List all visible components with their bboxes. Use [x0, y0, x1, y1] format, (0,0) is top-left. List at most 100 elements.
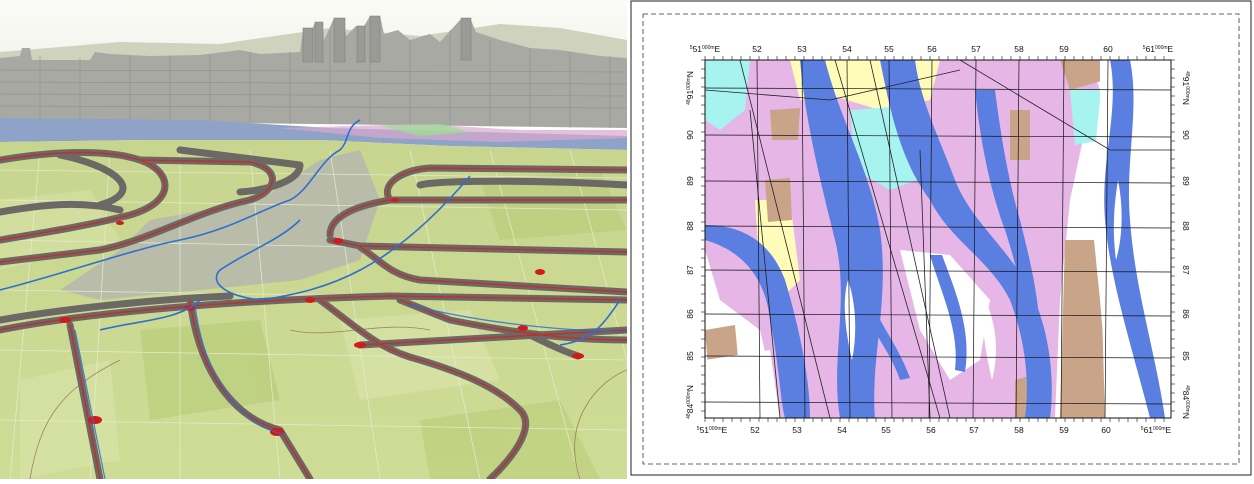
easting-label-top: 57: [971, 44, 981, 54]
grid-line-northing: [705, 87, 1171, 91]
easting-prefix: 5: [690, 45, 693, 51]
road-lines: [705, 60, 1171, 418]
easting-label-bottom: 52: [750, 425, 760, 435]
easting-prefix: 5: [1141, 426, 1144, 432]
utm-grid: [705, 60, 1171, 418]
dashed-neatline: [642, 13, 1240, 465]
grid-line-northing: [705, 401, 1171, 405]
northing-label-right: 88: [1181, 221, 1191, 231]
northing-label-left-first: 4884000mN: [685, 385, 695, 419]
easting-suffix: E: [1168, 44, 1174, 54]
easting-label-bottom-first: 551000mE: [697, 425, 728, 435]
easting-label-bottom: 55: [881, 425, 891, 435]
far-shore-green: [380, 124, 470, 136]
easting-superscript: 000m: [702, 45, 715, 51]
easting-label-bottom: 60: [1101, 425, 1111, 435]
easting-superscript: 000m: [709, 426, 722, 432]
grid-line-easting: [846, 60, 851, 418]
northing-prefix: 48: [1184, 71, 1190, 77]
industrial-area: [1060, 60, 1105, 90]
northing-prefix: 48: [686, 413, 692, 419]
grid-line-easting: [888, 60, 893, 418]
grid-line-northing: [705, 225, 1171, 229]
northing-superscript: 000m: [1184, 86, 1190, 99]
easting-suffix: E: [1166, 425, 1172, 435]
easting-label-bottom: 56: [926, 425, 936, 435]
streams: [0, 119, 621, 346]
northing-prefix: 48: [1184, 385, 1190, 391]
northing-label-left: 86: [685, 309, 695, 319]
easting-prefix: 5: [697, 426, 700, 432]
northing-suffix: N: [1181, 413, 1191, 419]
northing-superscript: 000m: [1184, 400, 1190, 413]
northing-label-right: 89: [1181, 176, 1191, 186]
grid-line-northing: [705, 180, 1171, 184]
northing-suffix: N: [1181, 99, 1191, 105]
northing-label-left: 87: [685, 265, 695, 275]
easting-value: 51: [700, 425, 710, 435]
map-neatline: [704, 59, 1172, 419]
frame-ticks: [701, 56, 1175, 422]
floodplain: [60, 150, 380, 300]
easting-label-top: 55: [884, 44, 894, 54]
easting-label-top: 56: [927, 44, 937, 54]
map-canvas: 551000mE 52 53 54 55 56 57 58 59 60 5610…: [630, 0, 1252, 476]
northing-labels-left: 4884000mN 85 86 87 88 89 90 4891000mN: [685, 71, 695, 419]
easting-label-bottom: 59: [1059, 425, 1069, 435]
industrial-area-2: [1060, 240, 1105, 418]
northing-labels-right: 4884000mN 85 86 87 88 89 90 4891000mN: [1181, 71, 1191, 419]
easting-label-top: 60: [1103, 44, 1113, 54]
easting-label-top: 53: [797, 44, 807, 54]
northing-label-right: 85: [1181, 351, 1191, 361]
easting-label-bottom: 53: [792, 425, 802, 435]
northing-superscript: 000m: [686, 77, 692, 90]
easting-label-bottom-last: 561000mE: [1141, 425, 1172, 435]
northing-label-left: 90: [685, 130, 695, 140]
easting-suffix: E: [722, 425, 728, 435]
easting-labels-top: 551000mE 52 53 54 55 56 57 58 59 60 5610…: [690, 44, 1174, 54]
easting-suffix: E: [715, 44, 721, 54]
industrial-area-4: [770, 108, 800, 140]
northing-value: 91: [1181, 77, 1191, 87]
grid-line-northing: [705, 134, 1171, 138]
northing-label-right-first: 4884000mN: [1181, 385, 1191, 419]
northing-label-left: 85: [685, 351, 695, 361]
terrain-patches: [0, 170, 627, 479]
northing-superscript: 000m: [686, 391, 692, 404]
grid-line-northing: [705, 269, 1171, 273]
easting-label-top: 52: [752, 44, 762, 54]
city-building-texture: [0, 20, 627, 128]
easting-label-bottom: 58: [1014, 425, 1024, 435]
easting-label-top-last: 561000mE: [1143, 44, 1174, 54]
road-centerlines: [0, 151, 627, 479]
northing-label-right: 86: [1181, 309, 1191, 319]
easting-label-top: 59: [1059, 44, 1069, 54]
northing-label-right-last: 4891000mN: [1181, 71, 1191, 105]
grid-line-easting: [756, 60, 761, 418]
easting-superscript: 000m: [1153, 426, 1166, 432]
easting-label-top-first: 551000mE: [690, 44, 721, 54]
grid-line-easting: [801, 60, 806, 418]
northing-suffix: N: [685, 71, 695, 77]
river: [0, 118, 627, 150]
scene-canvas: [0, 0, 627, 479]
easting-label-bottom: 57: [969, 425, 979, 435]
grid-line-easting: [1104, 60, 1109, 418]
grid-line-northing: [705, 313, 1171, 317]
easting-value: 51: [693, 44, 703, 54]
northing-label-left: 88: [685, 221, 695, 231]
grid-line-easting: [972, 60, 977, 418]
easting-label-top: 54: [842, 44, 852, 54]
northing-value: 84: [685, 404, 695, 414]
grid-line-easting: [1060, 60, 1065, 418]
northing-suffix: N: [685, 385, 695, 391]
northing-label-right: 90: [1181, 130, 1191, 140]
easting-prefix: 5: [1143, 45, 1146, 51]
industrial-area-5: [765, 178, 792, 222]
easting-superscript: 000m: [1155, 45, 1168, 51]
industrial-area-7: [1010, 110, 1030, 160]
easting-labels-bottom: 551000mE 52 53 54 55 56 57 58 59 60 5610…: [697, 425, 1172, 435]
northing-label-right: 87: [1181, 265, 1191, 275]
easting-label-bottom: 54: [837, 425, 847, 435]
undeveloped-area-3: [705, 350, 780, 418]
